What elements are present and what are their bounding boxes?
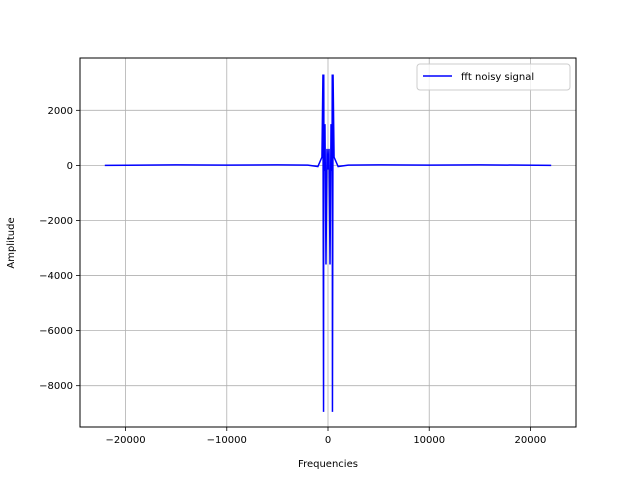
x-tick-label: −20000 <box>105 435 145 446</box>
x-tick-label: 0 <box>325 435 331 446</box>
y-tick-label: 0 <box>67 161 73 172</box>
legend-label: fft noisy signal <box>461 72 534 83</box>
y-tick-label: −4000 <box>39 271 73 282</box>
y-tick-label: 2000 <box>48 106 73 117</box>
y-tick-label: −2000 <box>39 216 73 227</box>
x-tick-label: 20000 <box>515 435 547 446</box>
series-line-fft-noisy-signal <box>104 74 552 412</box>
x-tick-label: 10000 <box>413 435 445 446</box>
legend: fft noisy signal <box>416 63 571 91</box>
y-tick-label: −6000 <box>39 326 73 337</box>
series-layer <box>104 74 552 412</box>
y-axis: −8000 −6000 −4000 −2000 0 2000 <box>39 106 80 392</box>
x-axis: −20000 −10000 0 10000 20000 <box>105 427 546 446</box>
y-tick-label: −8000 <box>39 381 73 392</box>
x-tick-label: −10000 <box>207 435 247 446</box>
y-axis-label: Amplitude <box>6 217 17 268</box>
legend-box <box>416 63 571 91</box>
x-axis-label: Frequencies <box>298 459 358 470</box>
